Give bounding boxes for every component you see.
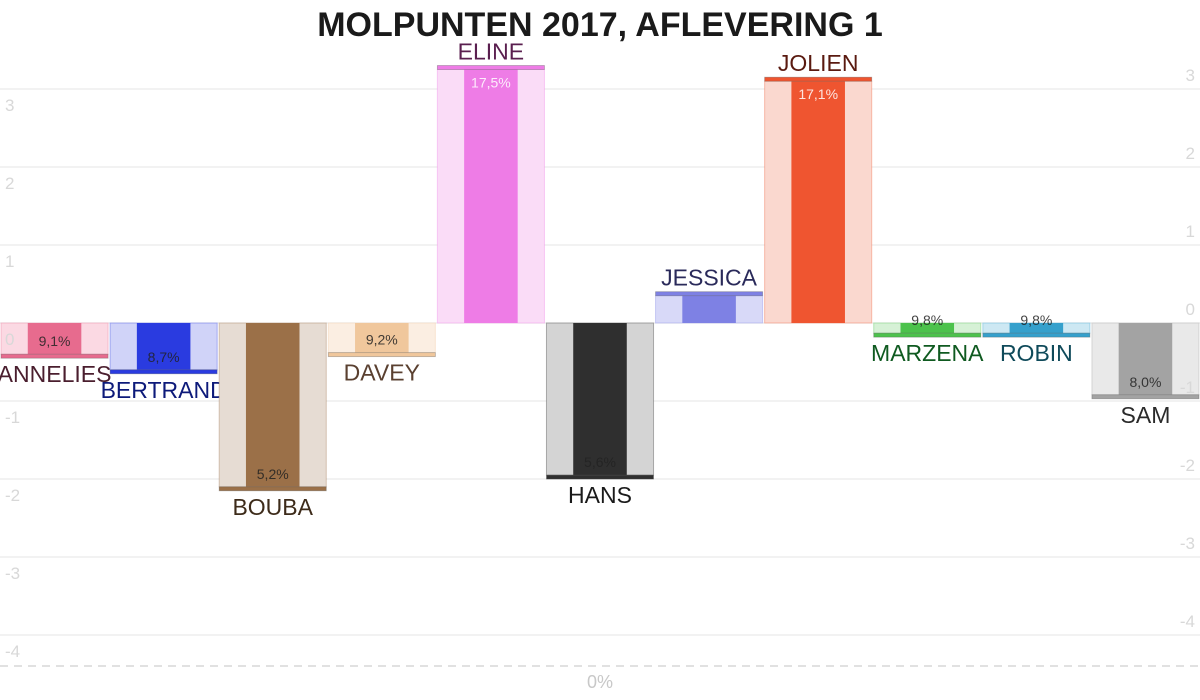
percent-label: 9,8% xyxy=(911,312,943,328)
percent-label: 8,0% xyxy=(1129,374,1161,390)
bottom-percent-label: 0% xyxy=(587,672,613,692)
bar-group-hans: 5,6% HANS xyxy=(545,322,655,508)
bar-group-robin: 9,8% ROBIN xyxy=(982,312,1091,366)
y-tick-label-left: 3 xyxy=(5,96,14,115)
bar-group-eline: 17,5% ELINE xyxy=(436,39,545,324)
y-tick-label-right: -1 xyxy=(1180,378,1195,397)
y-tick-label-right: 2 xyxy=(1186,144,1195,163)
bar-cap xyxy=(0,353,109,359)
y-axis-left: 3 2 1 0 -1 -2 -3 -4 xyxy=(5,96,20,661)
bar-cap xyxy=(655,291,764,297)
category-label: HANS xyxy=(568,482,632,508)
percent-label: 9,2% xyxy=(366,332,398,348)
bar-group-davey: 9,2% DAVEY xyxy=(327,322,436,386)
y-tick-label-left: -1 xyxy=(5,408,20,427)
category-label: JESSICA xyxy=(661,265,758,291)
y-tick-label-right: -3 xyxy=(1180,534,1195,553)
y-tick-label-left: -2 xyxy=(5,486,20,505)
bar-cap xyxy=(327,352,436,358)
percent-label: 17,5% xyxy=(471,75,511,91)
bar-cap xyxy=(218,486,327,492)
percent-label: 5,2% xyxy=(257,466,289,482)
bar-group-jolien: 17,1% JOLIEN xyxy=(764,50,873,324)
category-label: MARZENA xyxy=(871,340,984,366)
y-tick-label-right: 3 xyxy=(1186,66,1195,85)
y-tick-label-left: 2 xyxy=(5,174,14,193)
category-label: SAM xyxy=(1121,402,1171,428)
bar-group-bertrand: 8,7% BERTRAND xyxy=(101,322,227,403)
chart-title: MOLPUNTEN 2017, AFLEVERING 1 xyxy=(317,6,883,44)
percent-label: 9,8% xyxy=(1020,312,1052,328)
percent-label: 8,7% xyxy=(148,349,180,365)
bar-cap xyxy=(1091,394,1200,400)
y-tick-label-left: 0 xyxy=(5,330,14,349)
bar-group-sam: 8,0% SAM xyxy=(1091,322,1200,428)
y-tick-label-left: -3 xyxy=(5,564,20,583)
bar xyxy=(682,295,736,323)
bar-group-jessica: JESSICA xyxy=(655,265,764,324)
category-label: JOLIEN xyxy=(778,50,859,76)
bar-cap xyxy=(436,65,545,70)
bar-group-annelies: 9,1% ANNELIES xyxy=(0,322,111,387)
y-tick-label-left: -4 xyxy=(5,642,20,661)
category-label: ELINE xyxy=(458,39,524,65)
bar-cap xyxy=(546,474,654,480)
y-tick-label-right: -2 xyxy=(1180,456,1195,475)
bar xyxy=(245,323,300,487)
category-label: BOUBA xyxy=(232,494,313,520)
bars: 9,1% ANNELIES 8,7% BERTRAND 5,2% BOUBA 9,2% DAV… xyxy=(0,39,1200,520)
y-tick-label-right: 0 xyxy=(1186,300,1195,319)
bar-cap xyxy=(764,76,873,82)
bar-group-marzena: 9,8% MARZENA xyxy=(871,312,984,366)
bar xyxy=(1009,323,1064,334)
percent-label: 5,6% xyxy=(584,454,616,470)
bar xyxy=(136,323,191,370)
bar-cap xyxy=(982,332,1091,338)
bar xyxy=(27,323,82,355)
bar xyxy=(573,323,627,476)
y-tick-label-left: 1 xyxy=(5,252,14,271)
category-label: DAVEY xyxy=(344,360,420,386)
bar xyxy=(900,323,955,334)
percent-label: 17,1% xyxy=(798,86,838,102)
y-tick-label-right: -4 xyxy=(1180,612,1195,631)
bar-group-bouba: 5,2% BOUBA xyxy=(218,322,327,520)
bar xyxy=(791,81,845,323)
bar-cap xyxy=(873,332,982,338)
bar xyxy=(1118,323,1173,395)
y-tick-label-right: 1 xyxy=(1186,222,1195,241)
category-label: ROBIN xyxy=(1000,340,1073,366)
bar-cap xyxy=(109,369,218,375)
bar xyxy=(355,323,409,353)
bar xyxy=(464,69,518,323)
category-label: ANNELIES xyxy=(0,361,111,387)
percent-label: 9,1% xyxy=(39,333,71,349)
y-axis-right: 3 2 1 0 -1 -2 -3 -4 xyxy=(1180,66,1195,631)
category-label: BERTRAND xyxy=(101,377,227,403)
